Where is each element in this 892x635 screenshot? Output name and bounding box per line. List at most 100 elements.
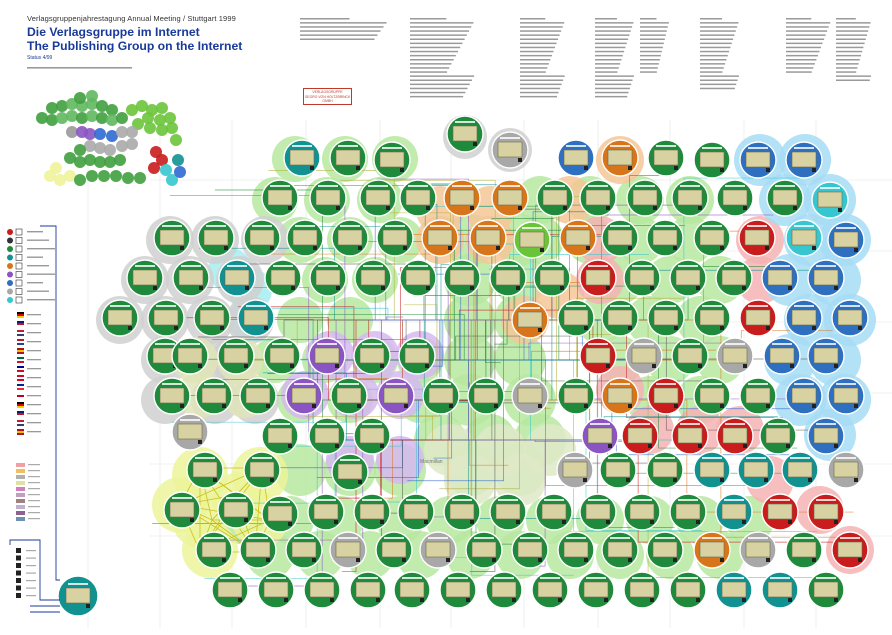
site-label — [520, 537, 540, 539]
legend-swatch — [16, 517, 25, 521]
site-node — [353, 417, 391, 455]
status-icon — [496, 246, 500, 250]
site-screenshot — [269, 347, 295, 364]
text-line — [595, 95, 628, 98]
holtzbrinck-stamp: VERLAGSGRUPPE GEORG VON HOLTZBRINCK GMBH — [303, 88, 352, 105]
flag-stripe — [17, 321, 24, 323]
site-node — [439, 571, 477, 609]
text-line — [300, 22, 387, 24]
legend-text — [27, 239, 49, 241]
status-icon — [606, 206, 610, 210]
site-screenshot — [359, 427, 385, 444]
title-english: The Publishing Group on the Internet — [27, 38, 243, 53]
site-node — [393, 571, 431, 609]
site-label — [248, 537, 268, 539]
cluster-halo — [376, 436, 424, 484]
site-node — [647, 299, 685, 337]
text-line — [700, 67, 724, 69]
site-label — [746, 457, 766, 459]
status-icon — [812, 558, 816, 562]
text-line — [640, 38, 665, 40]
site-screenshot — [445, 581, 471, 598]
site-screenshot — [813, 503, 839, 520]
overview-cell — [126, 138, 138, 150]
site-screenshot — [767, 503, 793, 520]
legend-text — [27, 299, 55, 301]
status-icon — [584, 558, 588, 562]
site-node — [785, 377, 823, 415]
site-label — [702, 305, 722, 307]
text-line — [595, 30, 631, 32]
flag-stripe — [17, 352, 24, 354]
site-screenshot — [652, 461, 678, 478]
site-label — [816, 265, 836, 267]
overview-cell — [94, 128, 106, 140]
site-node — [599, 451, 637, 489]
site-label — [338, 145, 358, 147]
site-screenshot — [403, 503, 429, 520]
site-label — [725, 423, 745, 425]
site-node — [261, 179, 299, 217]
site-node — [419, 531, 457, 569]
flag-stripe — [17, 415, 24, 417]
site-label — [836, 227, 856, 229]
site-node — [625, 337, 663, 375]
site-screenshot — [427, 229, 453, 246]
status-icon — [448, 246, 452, 250]
overview-cell — [46, 102, 58, 114]
site-screenshot — [169, 501, 195, 518]
legend-text — [27, 341, 41, 343]
flag-stripe — [17, 411, 24, 413]
status-icon — [766, 404, 770, 408]
title-german: Die Verlagsgruppe im Internet — [27, 25, 200, 39]
text-line — [700, 26, 738, 28]
text-line — [640, 71, 657, 73]
site-screenshot — [383, 387, 409, 404]
flag-stripe — [17, 339, 24, 341]
flag-stripe — [17, 314, 24, 316]
status-icon — [698, 444, 702, 448]
site-screenshot — [585, 189, 611, 206]
site-label — [608, 457, 628, 459]
site-screenshot — [745, 151, 771, 168]
site-node — [557, 531, 595, 569]
site-node — [359, 179, 397, 217]
site-screenshot — [449, 503, 475, 520]
status-icon — [834, 520, 838, 524]
site-node — [257, 571, 295, 609]
site-screenshot — [314, 427, 340, 444]
text-line — [520, 26, 563, 28]
site-label — [770, 499, 790, 501]
status-icon — [266, 404, 270, 408]
site-node — [647, 377, 685, 415]
stamp-line-2: GEORG VON HOLTZBRINCK — [304, 94, 351, 99]
site-label — [840, 537, 860, 539]
site-node — [621, 417, 659, 455]
status-icon — [793, 206, 797, 210]
site-node — [217, 491, 255, 529]
status-icon — [628, 166, 632, 170]
text-line — [520, 22, 565, 24]
legend-text — [27, 413, 41, 415]
site-label — [162, 225, 182, 227]
site-screenshot — [565, 229, 591, 246]
status-icon — [244, 518, 248, 522]
site-node — [147, 299, 185, 337]
flag-stripe — [17, 332, 24, 334]
text-line — [595, 42, 627, 45]
status-icon — [356, 558, 360, 562]
site-label — [500, 185, 520, 187]
site-screenshot — [791, 387, 817, 404]
site-label — [135, 265, 155, 267]
site-label — [566, 305, 586, 307]
site-label — [386, 383, 406, 385]
flag-stripe — [17, 393, 24, 395]
site-label — [181, 265, 201, 267]
status-icon — [404, 404, 408, 408]
site-node — [557, 139, 595, 177]
status-icon — [538, 404, 542, 408]
site-label — [452, 185, 472, 187]
status-icon — [673, 558, 677, 562]
site-label — [794, 305, 814, 307]
overview-cell — [116, 112, 128, 124]
